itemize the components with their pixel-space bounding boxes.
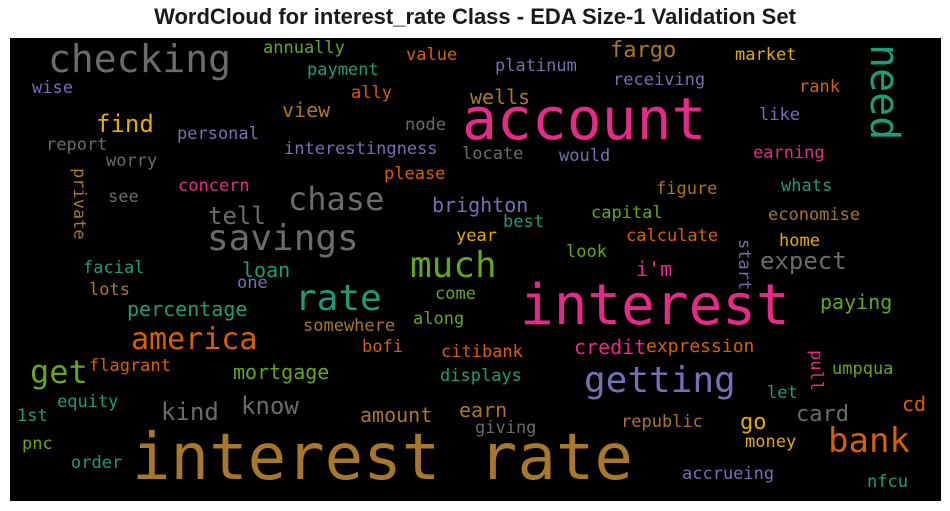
word-let: let [767,383,798,403]
word-republic: republic [621,412,703,432]
word-fargo: fargo [610,38,677,63]
word-savings: savings [207,218,359,259]
word-along: along [413,309,465,329]
word-best: best [503,212,544,232]
word-expect: expect [760,247,847,275]
word-please: please [384,164,446,184]
word-whats: whats [781,176,833,196]
word-know: know [241,392,299,420]
word-node: node [405,115,446,135]
word-look: look [566,242,607,262]
word-calculate: calculate [626,226,719,246]
word-earn: earn [459,398,508,422]
word-wells: wells [470,85,531,109]
word-credit: credit [574,335,647,359]
word-figure: figure [656,179,718,199]
word-annually: annually [263,38,345,58]
word-market: market [735,45,797,65]
word-giving: giving [475,418,537,438]
word-wise: wise [32,78,73,98]
word-lots: lots [89,280,130,300]
word-rank: rank [799,77,840,97]
word-personal: personal [177,124,259,144]
word-percentage: percentage [127,297,248,321]
wordcloud-canvas: interest rate interest account checking need… [10,38,941,501]
word-citibank: citibank [441,342,523,362]
word-getting: getting [584,360,736,401]
word-bofi: bofi [362,337,403,357]
word-interestingness: interestingness [284,139,438,159]
word-cd: cd [902,392,927,416]
word-1st: 1st [17,406,48,426]
word-economise: economise [768,205,861,225]
word-interest: interest [520,273,790,338]
word-bank: bank [828,421,910,461]
word-ally: ally [351,83,392,103]
word-mortgage: mortgage [233,360,330,384]
word-card: card [796,402,849,427]
word-amount: amount [360,403,433,427]
word-tell: tell [208,202,266,230]
word-get: get [30,353,88,391]
word-paying: paying [820,290,893,314]
word-value: value [406,45,458,65]
word-money: money [745,432,797,452]
word-flagrant: flagrant [89,356,171,376]
word-america: america [131,322,258,357]
word-umpqua: umpqua [832,359,894,379]
word-equity: equity [57,392,119,412]
word-like: like [759,105,800,125]
word-brighton: brighton [432,193,529,217]
word-would: would [559,146,611,166]
word-concern: concern [178,176,250,196]
word-account: account [462,85,707,153]
word-see: see [108,187,139,207]
word-receiving: receiving [613,70,706,90]
word-facial: facial [83,258,145,278]
word-loan: loan [242,258,291,282]
word-find: find [96,110,154,138]
word-nfcu: nfcu [867,472,908,492]
word-pull: pull [806,350,826,391]
word-worry: worry [106,151,158,171]
word-pnc: pnc [22,434,53,454]
word-capital: capital [591,203,663,223]
word-year: year [456,226,497,246]
word-somewhere: somewhere [303,316,396,336]
word-locate: locate [462,144,524,164]
chart-title: WordCloud for interest_rate Class - EDA … [154,4,796,29]
word-go: go [740,410,767,435]
word-rate: rate [295,278,382,319]
word-home: home [779,231,820,251]
word-order: order [71,453,123,473]
word-expression: expression [646,336,755,357]
word-come: come [435,284,476,304]
word-displays: displays [440,366,522,386]
word-earning: earning [753,143,825,163]
word-one: one [237,273,268,293]
word-kind: kind [161,398,219,426]
word-chase: chase [288,180,385,218]
word-private: private [69,168,89,240]
word-much: much [410,245,497,286]
word-i-m: i'm [636,257,673,281]
word-report: report [46,135,108,155]
word-checking: checking [48,38,232,81]
word-start: start [734,239,754,291]
word-platinum: platinum [495,56,577,76]
word-view: view [282,98,331,122]
word-accrueing: accrueing [682,464,775,484]
word-need: need [861,44,907,141]
word-interest-rate: interest rate [132,421,633,495]
word-payment: payment [307,60,379,80]
